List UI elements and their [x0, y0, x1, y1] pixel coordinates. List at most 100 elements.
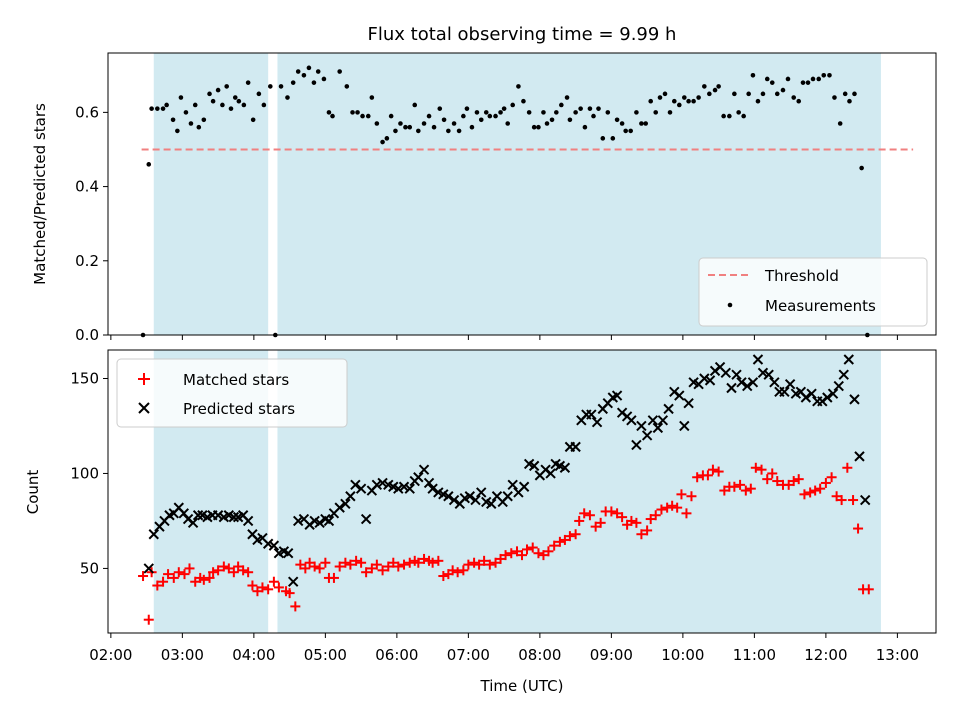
matched-star-marker [204, 572, 215, 583]
predicted-star-marker [528, 460, 540, 472]
matched-star-marker [377, 565, 388, 576]
matched-star-marker [707, 464, 718, 475]
predicted-star-marker [377, 477, 388, 489]
top-y-axis-label: Matched/Predicted stars [31, 103, 49, 285]
predicted-star-marker [192, 510, 204, 521]
predicted-star-marker [674, 390, 685, 401]
matched-star-marker [805, 487, 816, 498]
measurement-point [250, 117, 256, 123]
measurement-point [196, 124, 202, 130]
matched-star-marker [345, 559, 356, 570]
measurement-point [183, 110, 189, 115]
matched-star-marker [533, 548, 544, 559]
bottom-y-tick-label: 150 [70, 369, 99, 387]
matched-star-marker [383, 561, 394, 572]
matched-star-marker [458, 565, 469, 576]
measurement-point [741, 113, 746, 119]
measurement-point [311, 80, 317, 85]
bottom-plot-frame [107, 349, 937, 634]
matched-star-marker [676, 489, 687, 500]
measurement-point [639, 121, 644, 126]
measurement-point [365, 113, 371, 119]
measurement-point [832, 95, 837, 100]
bottom-y-tick-label: 100 [70, 464, 99, 482]
measurement-point [780, 87, 786, 93]
bottom-x-tick-label: 07:00 [447, 646, 490, 664]
predicted-star-marker [652, 422, 664, 434]
measurement-point [295, 69, 301, 74]
measurement-point [672, 98, 677, 104]
measurement-point [657, 95, 663, 100]
predicted-star-marker [371, 479, 383, 491]
matched-star-marker [243, 567, 254, 578]
bottom-x-tick-label: 06:00 [375, 646, 418, 664]
matched-star-marker [735, 479, 746, 490]
matched-star-marker [612, 508, 623, 519]
measurement-point [398, 121, 403, 126]
measurement-point [648, 98, 654, 104]
measurement-point [501, 106, 507, 111]
matched-star-marker [863, 584, 874, 595]
top-y-tick-label: 0.6 [75, 103, 99, 121]
predicted-star-marker [849, 394, 860, 405]
measurement-points [140, 65, 870, 338]
measurements-legend-label: Measurements [765, 297, 876, 315]
matched-star-marker [247, 580, 258, 591]
measurement-point [344, 84, 350, 89]
matched-star-marker [522, 544, 533, 555]
predicted-star-marker [323, 515, 335, 527]
measurement-point [256, 91, 262, 97]
matched-star-marker [284, 588, 295, 599]
measurement-point [691, 98, 696, 104]
matched-star-marker [168, 572, 179, 583]
predicted-star-marker [340, 498, 351, 510]
matched-star-marker [433, 555, 444, 566]
matched-star-marker [617, 512, 628, 523]
measurement-point [559, 102, 564, 108]
measurement-point [791, 95, 797, 100]
matched-star-marker [831, 491, 842, 502]
predicted-star-marker [334, 502, 345, 513]
matched-star-marker [138, 571, 149, 582]
predicted-star-marker [242, 515, 254, 527]
measurement-point [337, 69, 342, 74]
predicted-star-marker [148, 529, 159, 540]
matched-star-marker [404, 557, 415, 568]
matched-star-marker [772, 476, 783, 487]
measurement-point [301, 72, 307, 78]
bottom-x-tick-label: 02:00 [89, 646, 132, 664]
matched-star-marker [213, 565, 224, 576]
predicted-star-marker [393, 483, 404, 494]
predicted-star-marker [647, 415, 659, 426]
measurement-point [746, 91, 751, 97]
measurement-point [232, 95, 238, 100]
measurement-point [326, 110, 332, 115]
matched-star-marker [559, 534, 570, 545]
predicted-star-marker [720, 367, 731, 378]
measurement-point [796, 98, 802, 104]
predicted-legend-label: Predicted stars [183, 400, 295, 418]
predicted-star-marker [854, 451, 865, 462]
predicted-star-marker [268, 540, 280, 551]
bottom-x-tick-label: 12:00 [804, 646, 847, 664]
matched-star-marker [799, 489, 810, 500]
measurement-point [677, 102, 682, 108]
top-x-ticks [110, 335, 898, 340]
predicted-star-marker [143, 563, 154, 574]
measurement-point [403, 124, 408, 130]
predicted-star-marker [747, 377, 759, 388]
measurement-point [224, 84, 229, 89]
matched-star-marker [334, 561, 345, 572]
measurement-point [374, 121, 380, 126]
matched-star-marker [304, 557, 315, 568]
predicted-star-marker [784, 378, 796, 390]
measurement-point [155, 106, 160, 111]
matched-star-marker [228, 567, 239, 578]
measurement-point [306, 65, 312, 71]
matched-star-marker [645, 514, 656, 525]
predicted-star-marker [314, 517, 325, 529]
matched-star-marker [340, 557, 351, 568]
matched-star-marker [713, 466, 724, 477]
matched-star-marker [184, 563, 195, 574]
matched-star-marker [163, 569, 174, 580]
